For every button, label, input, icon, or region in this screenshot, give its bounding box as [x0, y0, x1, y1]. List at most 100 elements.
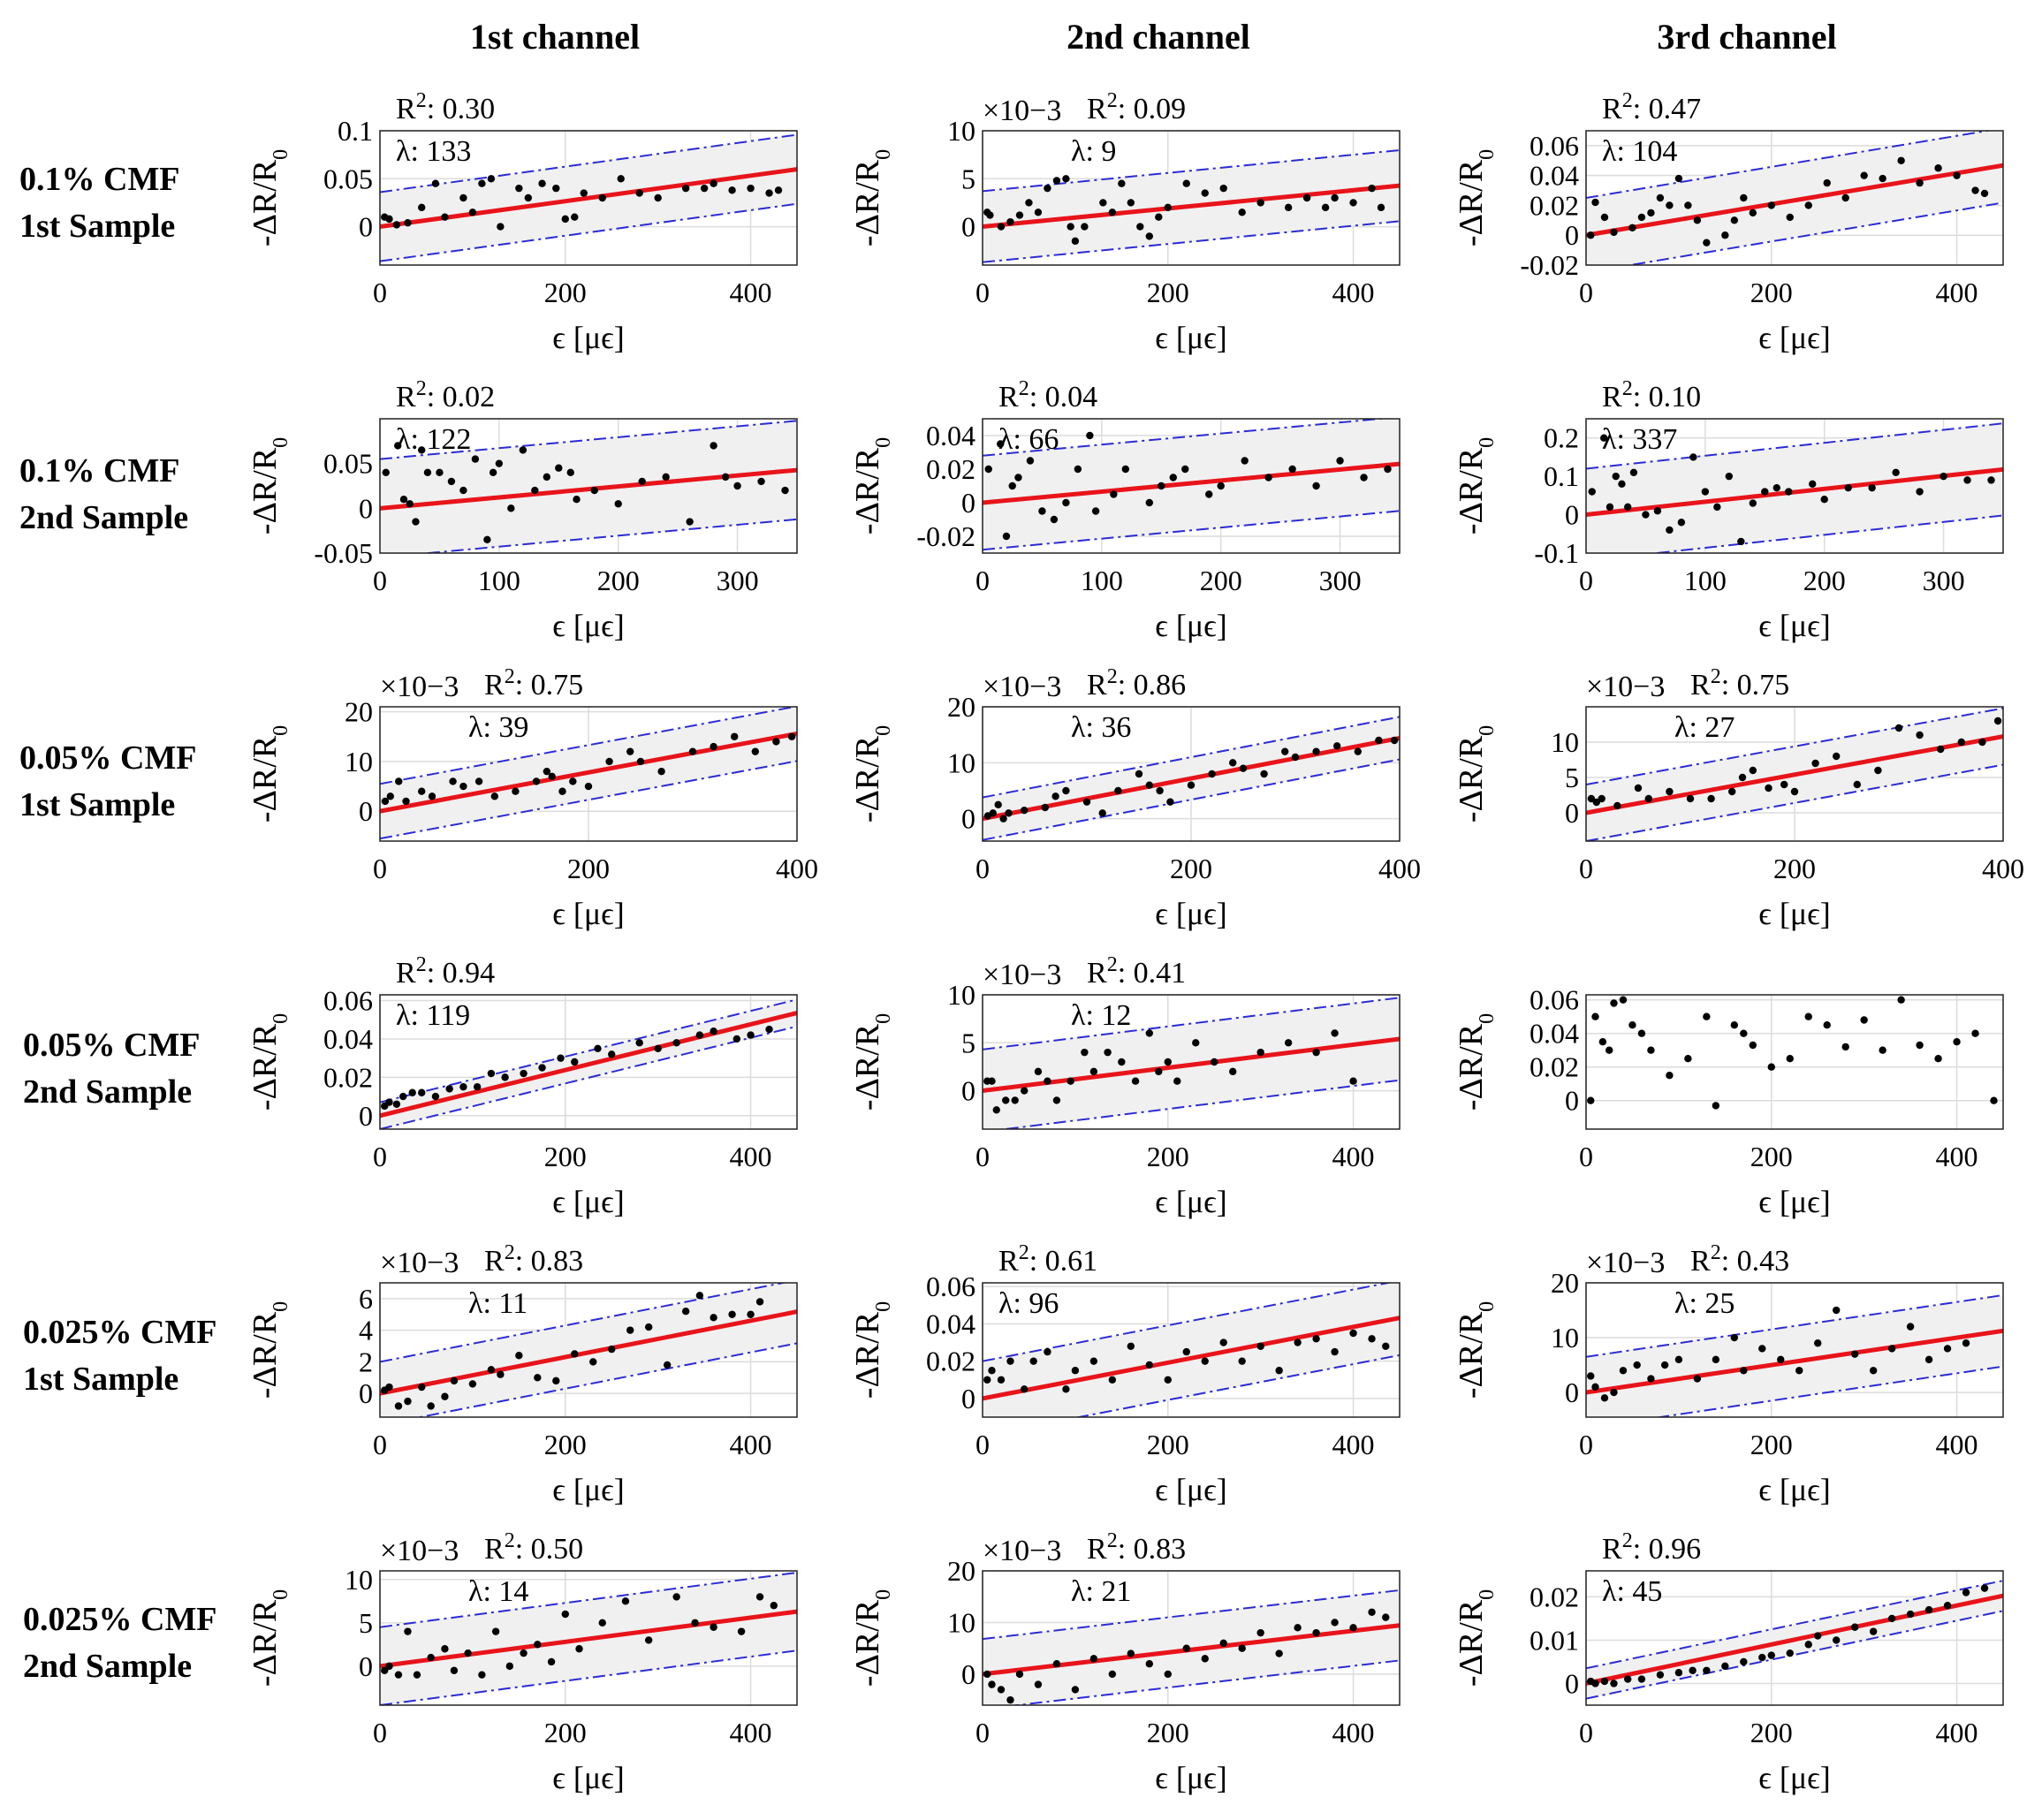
data-point: [710, 1623, 717, 1631]
y-axis-label: -ΔR/R0: [247, 149, 292, 246]
y-tick-label: 0.06: [1530, 984, 1579, 1016]
data-point: [1104, 1048, 1112, 1057]
data-point: [1833, 752, 1841, 761]
y-axis-label-main: -ΔR/R: [247, 1023, 284, 1111]
axes-frame: [1585, 994, 2004, 1130]
data-point: [1653, 507, 1662, 515]
data-point: [710, 179, 717, 187]
y-axis-label-main: -ΔR/R: [1453, 1311, 1490, 1399]
data-point: [1737, 537, 1745, 546]
data-point: [1256, 199, 1264, 207]
x-tick-label: 0: [1579, 1141, 1593, 1172]
plot-content: [380, 1571, 797, 1705]
data-point: [1302, 193, 1311, 202]
data-point: [1684, 201, 1692, 209]
data-point: [1780, 780, 1788, 789]
data-point: [1749, 209, 1757, 217]
upper-bound-line: [983, 997, 1400, 1050]
data-point: [1156, 786, 1164, 795]
y-tick-label: 0.02: [926, 453, 975, 485]
y-tick-label: 5: [961, 163, 975, 194]
fit-line: [1586, 1593, 2003, 1686]
data-point: [1786, 213, 1794, 222]
x-axis-label: ϵ [μϵ]: [1758, 320, 1830, 355]
y-axis-label: -ΔR/R0: [1453, 1589, 1499, 1687]
x-tick-label: 300: [1923, 565, 1965, 596]
data-point: [1098, 809, 1106, 817]
data-point: [1166, 798, 1174, 806]
row-label-2-line1: 0.1% CMF: [19, 452, 180, 489]
y-tick-label: 0: [1565, 1085, 1579, 1117]
lambda-annotation: λ: 39: [468, 711, 528, 744]
plot-content: [983, 148, 1400, 263]
plot-content: [380, 133, 797, 262]
data-point: [681, 184, 690, 193]
row-label-5-line2: 1st Sample: [23, 1361, 178, 1398]
data-point: [1275, 1649, 1283, 1657]
data-point: [1894, 724, 1903, 732]
data-point: [385, 1662, 393, 1671]
lambda-annotation: λ: 119: [396, 999, 470, 1032]
y-tick-label: 10: [947, 1606, 975, 1638]
y-axis-label-subscript: 0: [1476, 1013, 1499, 1024]
y-tick-label: 0.02: [1530, 1581, 1579, 1612]
y-tick-label: 10: [947, 115, 975, 147]
data-point: [487, 175, 496, 183]
data-point: [1118, 179, 1126, 187]
x-tick-label: 100: [1684, 565, 1727, 596]
data-point: [1382, 1342, 1390, 1350]
data-point: [1610, 1680, 1618, 1687]
x-tick-label: 0: [1579, 1429, 1593, 1460]
data-point: [1738, 773, 1747, 782]
data-point: [755, 1298, 764, 1306]
x-tick-label: 400: [730, 1717, 772, 1748]
data-point: [1814, 1339, 1822, 1347]
data-point: [626, 1326, 634, 1334]
data-point: [1382, 1613, 1390, 1621]
x-tick-label: 0: [975, 277, 990, 308]
prediction-band: [983, 1283, 1400, 1417]
data-point: [1963, 476, 1971, 484]
data-point: [644, 1636, 653, 1644]
data-point: [1749, 499, 1757, 507]
data-point: [519, 446, 528, 454]
data-point: [402, 797, 410, 806]
x-axis-label: ϵ [μϵ]: [1155, 1760, 1226, 1795]
x-tick-label: 0: [975, 1141, 990, 1172]
x-tick-label: 200: [1803, 565, 1846, 596]
data-point: [1612, 472, 1620, 481]
data-point: [1089, 1655, 1098, 1663]
y-axis-label-subscript: 0: [269, 725, 292, 736]
y-axis-label-main: -ΔR/R: [247, 1311, 284, 1399]
lambda-annotation: λ: 11: [468, 1287, 528, 1320]
data-point: [1740, 1657, 1748, 1666]
x-tick-label: 0: [373, 1717, 387, 1748]
data-point: [755, 1593, 764, 1601]
data-point: [1814, 1632, 1822, 1640]
data-point: [468, 209, 477, 216]
data-point: [1331, 193, 1339, 202]
data-point: [686, 518, 694, 526]
data-point: [1082, 798, 1091, 806]
x-axis-label: ϵ [μϵ]: [1155, 608, 1226, 643]
data-point: [1006, 1357, 1014, 1365]
data-point: [614, 500, 622, 508]
data-point: [473, 1083, 482, 1091]
data-point: [1331, 1619, 1339, 1627]
plot-content: [1586, 422, 2003, 553]
data-point: [1916, 178, 1924, 187]
row-label-6-line1: 0.025% CMF: [23, 1601, 217, 1638]
r2-annotation: R2: 0.61: [998, 1241, 1097, 1278]
data-point: [557, 1054, 565, 1062]
fit-line: [1586, 466, 2003, 518]
data-point: [1349, 1077, 1357, 1085]
data-point: [988, 1367, 996, 1375]
data-point: [1256, 1342, 1264, 1350]
data-point: [497, 1370, 505, 1378]
data-point: [441, 1392, 449, 1400]
data-point: [598, 193, 606, 202]
